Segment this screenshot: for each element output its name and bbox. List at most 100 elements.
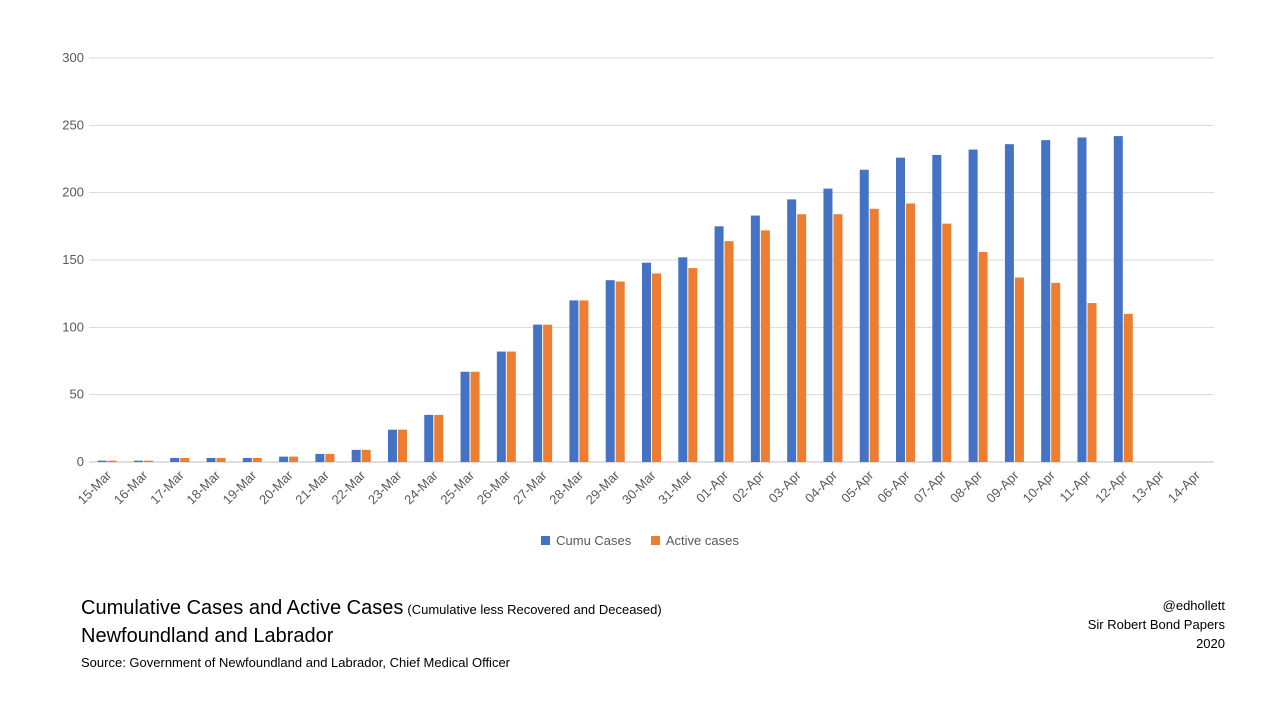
gridlines — [89, 57, 1214, 463]
bar-active-cases — [470, 371, 480, 462]
x-tick-label: 16-Mar — [111, 467, 151, 507]
bar-active-cases — [107, 460, 117, 462]
bar-cumu-cases — [932, 154, 942, 462]
y-tick-label: 100 — [62, 319, 84, 334]
x-tick-label: 10-Apr — [1020, 467, 1059, 506]
bar-cumu-cases — [896, 157, 906, 463]
x-tick-label: 05-Apr — [838, 467, 877, 506]
x-tick-label: 01-Apr — [693, 467, 732, 506]
x-tick-label: 31-Mar — [655, 467, 695, 507]
bar-cumu-cases — [569, 300, 579, 462]
bar-active-cases — [942, 223, 952, 462]
bar-active-cases — [325, 453, 335, 462]
caption-source: Source: Government of Newfoundland and L… — [81, 655, 510, 670]
credit-year: 2020 — [1196, 636, 1225, 651]
y-axis: 0 50 100 150 200 250 300 — [62, 50, 84, 469]
bar-cumu-cases — [242, 457, 252, 462]
bar-active-cases — [180, 457, 190, 462]
x-axis: 15-Mar16-Mar17-Mar18-Mar19-Mar20-Mar21-M… — [75, 467, 1204, 507]
y-tick-label: 300 — [62, 50, 84, 65]
x-tick-label: 04-Apr — [802, 467, 841, 506]
bar-active-cases — [1123, 313, 1133, 462]
bar-active-cases — [1051, 282, 1061, 462]
bar-active-cases — [688, 268, 698, 462]
bar-cumu-cases — [605, 280, 615, 462]
bar-cumu-cases — [170, 457, 180, 462]
y-tick-label: 50 — [70, 387, 84, 402]
bar-cumu-cases — [496, 351, 506, 462]
bar-active-cases — [252, 457, 262, 462]
bar-cumu-cases — [750, 215, 760, 462]
bar-cumu-cases — [1077, 137, 1087, 462]
bar-cumu-cases — [787, 199, 797, 462]
caption: Cumulative Cases and Active Cases (Cumula… — [81, 598, 662, 669]
bar-active-cases — [361, 449, 371, 462]
bar-active-cases — [652, 273, 661, 462]
bar-active-cases — [397, 429, 407, 462]
caption-title-note: (Cumulative less Recovered and Deceased) — [407, 602, 662, 617]
caption-title: Cumulative Cases and Active Cases — [81, 597, 404, 619]
legend-item-cumu-cases: Cumu Cases — [541, 533, 631, 548]
y-tick-label: 200 — [62, 185, 84, 200]
bar-cumu-cases — [315, 453, 325, 462]
x-tick-label: 19-Mar — [220, 467, 260, 507]
bar-cumu-cases — [351, 449, 361, 462]
bar-active-cases — [1087, 303, 1097, 462]
x-tick-label: 29-Mar — [583, 467, 623, 507]
bar-active-cases — [869, 208, 879, 462]
bar-cumu-cases — [279, 456, 289, 462]
x-tick-label: 20-Mar — [256, 467, 296, 507]
x-tick-label: 09-Apr — [983, 467, 1022, 506]
x-tick-label: 27-Mar — [510, 467, 550, 507]
bar-active-cases — [724, 241, 734, 462]
bar-active-cases — [906, 203, 916, 462]
bar-active-cases — [289, 456, 299, 462]
bar-cumu-cases — [714, 226, 724, 462]
x-tick-label: 26-Mar — [474, 467, 514, 507]
legend-label-cumu-cases: Cumu Cases — [556, 533, 632, 548]
x-tick-label: 30-Mar — [619, 467, 659, 507]
x-tick-label: 02-Apr — [729, 467, 768, 506]
legend-swatch-cumu-cases — [541, 536, 551, 545]
y-tick-label: 250 — [62, 117, 84, 132]
bar-active-cases — [216, 457, 226, 462]
caption-title-line: Cumulative Cases and Active Cases (Cumula… — [81, 598, 662, 626]
legend-label-active-cases: Active cases — [665, 533, 739, 548]
bar-active-cases — [434, 414, 444, 462]
caption-region: Newfoundland and Labrador — [81, 625, 334, 647]
bar-active-cases — [506, 351, 516, 462]
credit-handle: @edhollett — [1162, 598, 1225, 613]
bar-cumu-cases — [1113, 136, 1123, 462]
bar-chart: 0 50 100 150 200 250 300 15-Mar16-Mar17-Mar18-… — [62, 50, 1214, 507]
bar-active-cases — [978, 251, 988, 462]
legend-swatch-active-cases — [650, 536, 660, 545]
bar-active-cases — [543, 324, 553, 462]
legend: Cumu Cases Active cases — [0, 533, 1280, 548]
y-tick-label: 150 — [62, 252, 84, 267]
x-tick-label: 07-Apr — [911, 467, 950, 506]
bars — [97, 136, 1133, 463]
x-tick-label: 13-Apr — [1128, 467, 1167, 506]
x-tick-label: 17-Mar — [147, 467, 187, 507]
x-tick-label: 23-Mar — [365, 467, 405, 507]
bar-cumu-cases — [859, 169, 869, 463]
bar-cumu-cases — [678, 257, 688, 462]
bar-active-cases — [760, 230, 770, 462]
credits: @edhollett Sir Robert Bond Papers 2020 — [1088, 596, 1225, 653]
bar-cumu-cases — [1041, 140, 1051, 462]
bar-active-cases — [1014, 277, 1024, 462]
y-tick-label: 0 — [77, 454, 84, 469]
x-tick-label: 03-Apr — [766, 467, 805, 506]
bar-cumu-cases — [1004, 144, 1014, 463]
bar-cumu-cases — [206, 457, 216, 462]
x-tick-label: 08-Apr — [947, 467, 986, 506]
bar-active-cases — [797, 214, 807, 462]
legend-item-active-cases: Active cases — [650, 533, 739, 548]
x-tick-label: 22-Mar — [329, 467, 369, 507]
x-tick-label: 25-Mar — [437, 467, 477, 507]
bar-cumu-cases — [460, 371, 470, 462]
bar-cumu-cases — [387, 429, 397, 462]
credit-publication: Sir Robert Bond Papers — [1087, 617, 1225, 632]
x-tick-label: 21-Mar — [292, 467, 332, 507]
bar-cumu-cases — [968, 149, 978, 462]
